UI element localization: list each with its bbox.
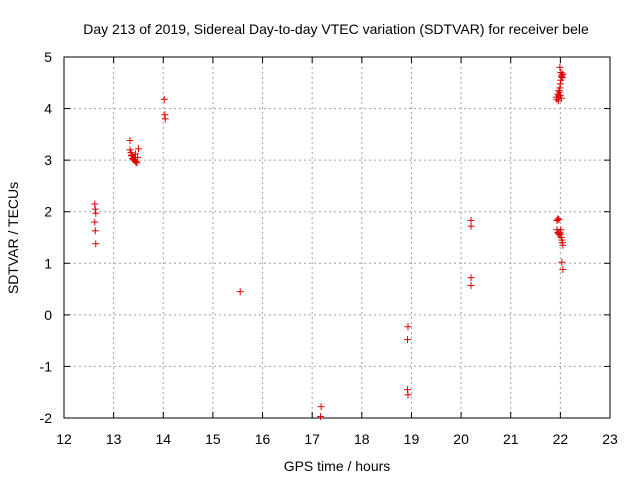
x-tick-label: 12 bbox=[56, 431, 72, 447]
data-point bbox=[467, 222, 475, 230]
data-point bbox=[556, 63, 564, 71]
y-tick-label: 3 bbox=[44, 152, 52, 168]
y-tick-label: -1 bbox=[40, 358, 53, 374]
data-point bbox=[556, 92, 564, 100]
plot-frame bbox=[63, 56, 611, 419]
data-point bbox=[557, 226, 565, 234]
data-point bbox=[134, 145, 142, 153]
data-point bbox=[317, 412, 325, 420]
y-tick-label: 0 bbox=[44, 307, 52, 323]
data-point bbox=[555, 215, 563, 223]
x-tick-label: 21 bbox=[503, 431, 519, 447]
points-layer bbox=[91, 63, 567, 420]
data-point bbox=[559, 70, 567, 78]
data-point bbox=[554, 215, 562, 223]
y-tick-label: -2 bbox=[40, 410, 53, 426]
chart-title: Day 213 of 2019, Sidereal Day-to-day VTE… bbox=[83, 21, 589, 37]
grid-layer bbox=[64, 57, 610, 418]
data-point bbox=[317, 403, 325, 411]
x-tick-label: 23 bbox=[602, 431, 618, 447]
y-tick-label: 1 bbox=[44, 255, 52, 271]
data-point bbox=[161, 115, 169, 123]
x-tick-label: 19 bbox=[404, 431, 420, 447]
data-point bbox=[403, 336, 411, 344]
data-point bbox=[467, 274, 475, 282]
data-point bbox=[133, 154, 141, 162]
data-point bbox=[132, 158, 140, 166]
data-point bbox=[404, 323, 412, 331]
data-point bbox=[559, 265, 567, 273]
data-point bbox=[126, 137, 134, 145]
data-point bbox=[404, 391, 412, 399]
data-point bbox=[555, 87, 563, 95]
data-point bbox=[91, 218, 99, 226]
data-point bbox=[92, 240, 100, 248]
x-tick-label: 22 bbox=[553, 431, 569, 447]
y-tick-label: 4 bbox=[44, 101, 52, 117]
data-point bbox=[558, 258, 566, 266]
x-tick-label: 20 bbox=[453, 431, 469, 447]
data-point bbox=[559, 241, 567, 249]
data-point bbox=[128, 151, 136, 159]
data-point bbox=[160, 95, 168, 103]
x-tick-label: 17 bbox=[304, 431, 320, 447]
x-tick-label: 14 bbox=[155, 431, 171, 447]
data-point bbox=[553, 95, 561, 103]
data-point bbox=[467, 281, 475, 289]
y-tick-label: 5 bbox=[44, 49, 52, 65]
data-point bbox=[92, 209, 100, 217]
x-axis-label: GPS time / hours bbox=[284, 458, 391, 474]
x-tick-label: 16 bbox=[255, 431, 271, 447]
data-point bbox=[91, 227, 99, 235]
x-tick-label: 18 bbox=[354, 431, 370, 447]
y-axis-label: SDTVAR / TECUs bbox=[5, 182, 21, 294]
data-point bbox=[131, 150, 139, 158]
x-tick-label: 13 bbox=[106, 431, 122, 447]
y-tick-label: 2 bbox=[44, 204, 52, 220]
data-point bbox=[236, 288, 244, 296]
x-tick-label: 15 bbox=[205, 431, 221, 447]
